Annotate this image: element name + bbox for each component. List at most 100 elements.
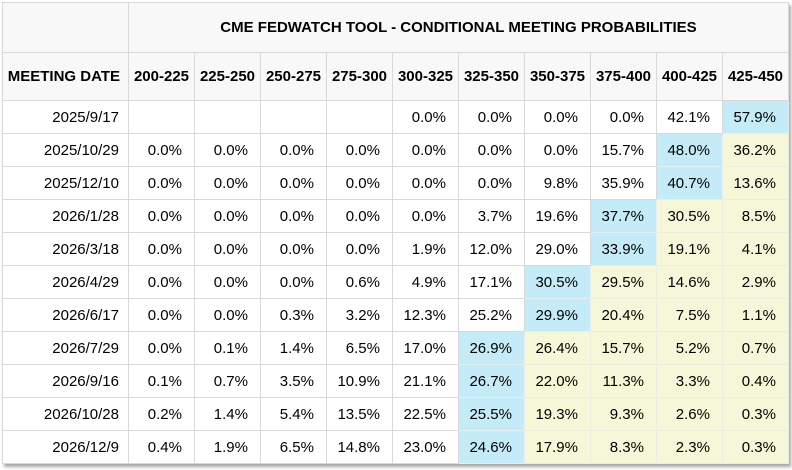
table-body: 2025/9/17 0.0% 0.0% 0.0% 0.0% 42.1% 57.9% 2025/… <box>2 100 789 464</box>
probability-cell: 0.7% <box>722 331 789 365</box>
corner-cell <box>2 2 129 53</box>
meeting-date-cell: 2025/12/10 <box>2 166 129 200</box>
probability-cell: 29.0% <box>524 232 591 266</box>
probability-cell: 0.0% <box>194 232 261 266</box>
probability-cell: 9.8% <box>524 166 591 200</box>
table-row: 2025/9/17 0.0% 0.0% 0.0% 0.0% 42.1% 57.9% <box>2 100 789 134</box>
probability-cell: 8.3% <box>590 430 657 464</box>
probability-cell <box>326 100 393 134</box>
probability-cell: 3.3% <box>656 364 723 398</box>
probability-cell: 0.0% <box>590 100 657 134</box>
probability-cell: 0.0% <box>392 100 459 134</box>
meeting-date-column-header: MEETING DATE <box>2 52 129 101</box>
probability-cell: 22.5% <box>392 397 459 431</box>
probability-cell: 0.0% <box>128 265 195 299</box>
probability-cell: 0.3% <box>260 298 327 332</box>
probability-cell: 23.0% <box>392 430 459 464</box>
probability-cell: 14.6% <box>656 265 723 299</box>
probability-cell: 0.0% <box>194 298 261 332</box>
probability-cell: 0.1% <box>128 364 195 398</box>
probability-cell: 0.0% <box>260 232 327 266</box>
probability-cell: 0.0% <box>392 199 459 233</box>
probability-cell: 0.3% <box>722 430 789 464</box>
probability-cell: 30.5% <box>524 265 591 299</box>
probability-cell: 0.7% <box>194 364 261 398</box>
probability-cell: 26.7% <box>458 364 525 398</box>
table-row: 2026/7/29 0.0% 0.1% 1.4% 6.5% 17.0% 26.9% 26.4%… <box>2 331 789 365</box>
probability-cell: 19.6% <box>524 199 591 233</box>
probability-cell: 8.5% <box>722 199 789 233</box>
probability-cell: 21.1% <box>392 364 459 398</box>
meeting-date-cell: 2025/10/29 <box>2 133 129 167</box>
table-row: 2026/1/28 0.0% 0.0% 0.0% 0.0% 0.0% 3.7% 19.6% 37… <box>2 199 789 233</box>
probability-cell: 26.9% <box>458 331 525 365</box>
probability-cell: 0.0% <box>194 199 261 233</box>
probability-cell: 0.0% <box>128 166 195 200</box>
probability-cell: 0.4% <box>722 364 789 398</box>
probability-cell: 12.3% <box>392 298 459 332</box>
probability-cell: 3.7% <box>458 199 525 233</box>
probability-cell: 25.5% <box>458 397 525 431</box>
probability-cell: 24.6% <box>458 430 525 464</box>
probability-cell: 0.6% <box>326 265 393 299</box>
title-row: CME FEDWATCH TOOL - CONDITIONAL MEETING … <box>2 2 789 53</box>
probability-cell: 57.9% <box>722 100 789 134</box>
probability-cell <box>194 100 261 134</box>
meeting-date-cell: 2026/6/17 <box>2 298 129 332</box>
probability-cell: 0.0% <box>326 199 393 233</box>
probability-cell: 0.1% <box>194 331 261 365</box>
probability-cell: 0.0% <box>194 166 261 200</box>
rate-bucket-header-225-250: 225-250 <box>194 52 261 101</box>
probability-cell: 1.9% <box>194 430 261 464</box>
table-title: CME FEDWATCH TOOL - CONDITIONAL MEETING … <box>128 2 789 53</box>
probability-cell: 2.3% <box>656 430 723 464</box>
probability-cell: 19.1% <box>656 232 723 266</box>
rate-bucket-header-325-350: 325-350 <box>458 52 525 101</box>
probability-cell: 0.0% <box>260 265 327 299</box>
probability-cell: 0.0% <box>458 100 525 134</box>
probability-cell: 0.0% <box>194 133 261 167</box>
probability-cell: 29.5% <box>590 265 657 299</box>
probability-cell: 0.0% <box>524 133 591 167</box>
meeting-date-cell: 2026/12/9 <box>2 430 129 464</box>
probability-cell: 13.5% <box>326 397 393 431</box>
rate-bucket-header-375-400: 375-400 <box>590 52 657 101</box>
probability-cell: 14.8% <box>326 430 393 464</box>
probability-cell: 25.2% <box>458 298 525 332</box>
probability-cell: 9.3% <box>590 397 657 431</box>
probability-cell: 15.7% <box>590 133 657 167</box>
probability-cell: 11.3% <box>590 364 657 398</box>
table-row: 2026/12/9 0.4% 1.9% 6.5% 14.8% 23.0% 24.6% 17.9… <box>2 430 789 464</box>
probability-cell: 48.0% <box>656 133 723 167</box>
probability-cell: 0.0% <box>260 133 327 167</box>
probability-cell: 4.9% <box>392 265 459 299</box>
probability-cell: 7.5% <box>656 298 723 332</box>
rate-bucket-header-250-275: 250-275 <box>260 52 327 101</box>
probability-cell: 0.0% <box>128 133 195 167</box>
probability-cell: 0.0% <box>128 331 195 365</box>
probability-cell: 0.0% <box>524 100 591 134</box>
probability-cell: 0.0% <box>326 133 393 167</box>
probability-cell: 35.9% <box>590 166 657 200</box>
probability-cell: 40.7% <box>656 166 723 200</box>
probability-cell: 0.0% <box>458 166 525 200</box>
rate-bucket-header-300-325: 300-325 <box>392 52 459 101</box>
header-row: MEETING DATE 200-225 225-250 250-275 275-30… <box>2 52 789 101</box>
probability-cell: 0.0% <box>128 298 195 332</box>
probability-cell: 17.0% <box>392 331 459 365</box>
probability-cell: 12.0% <box>458 232 525 266</box>
probability-cell: 0.4% <box>128 430 195 464</box>
table-row: 2025/10/29 0.0% 0.0% 0.0% 0.0% 0.0% 0.0% 0.0% 15… <box>2 133 789 167</box>
rate-bucket-header-425-450: 425-450 <box>722 52 789 101</box>
probability-cell: 3.2% <box>326 298 393 332</box>
probability-cell: 0.0% <box>326 166 393 200</box>
probability-cell: 13.6% <box>722 166 789 200</box>
probability-cell: 0.0% <box>392 133 459 167</box>
probability-cell: 17.9% <box>524 430 591 464</box>
probability-cell: 36.2% <box>722 133 789 167</box>
probability-cell: 0.2% <box>128 397 195 431</box>
probability-cell: 1.1% <box>722 298 789 332</box>
probability-cell: 1.9% <box>392 232 459 266</box>
probability-cell: 42.1% <box>656 100 723 134</box>
